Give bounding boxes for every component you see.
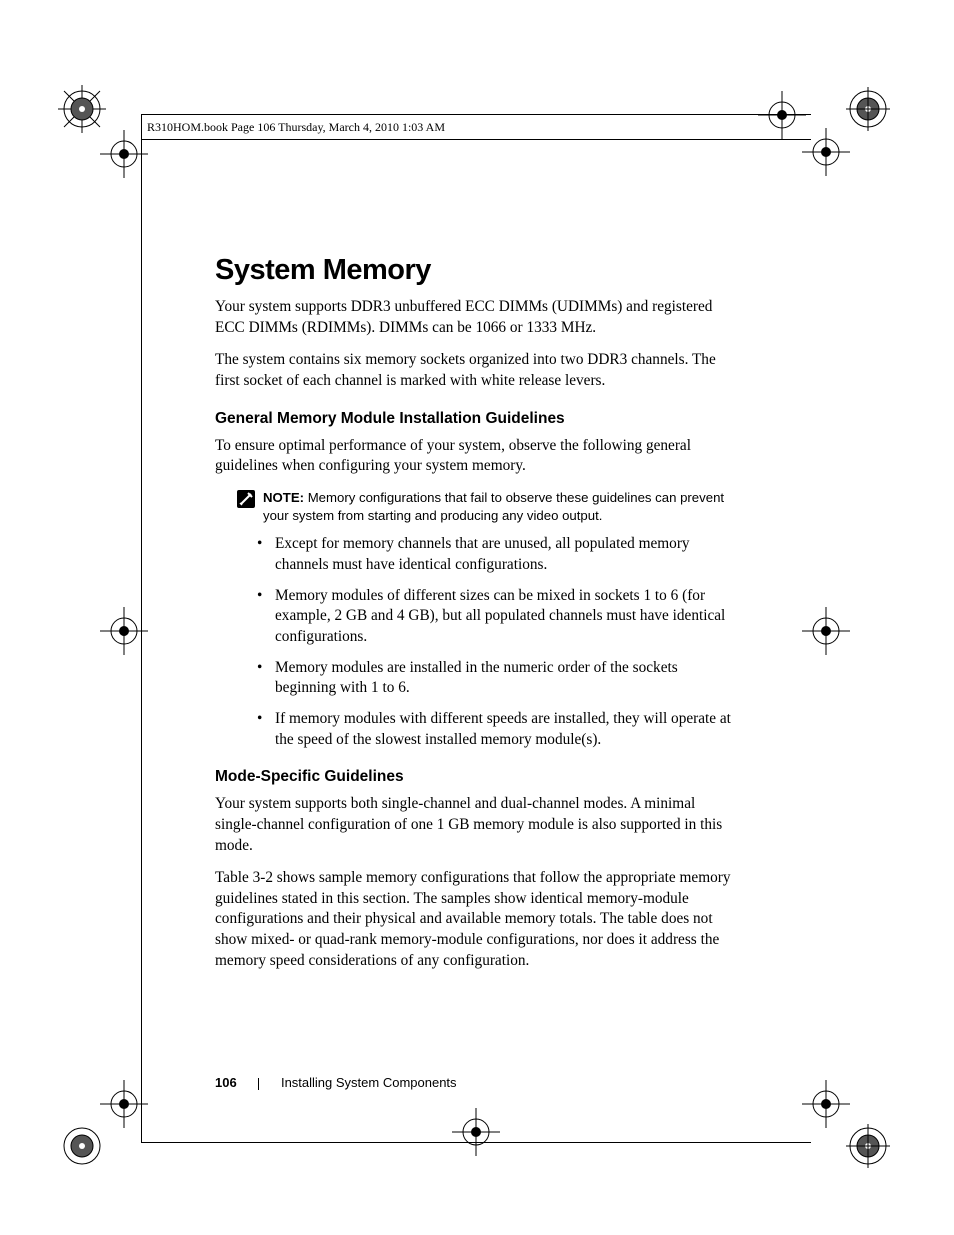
- section-heading-mode: Mode-Specific Guidelines: [215, 768, 735, 786]
- crop-mark-icon: [58, 85, 158, 185]
- page-number: 106: [215, 1075, 237, 1090]
- note-icon: [237, 490, 255, 508]
- note-block: NOTE: Memory configurations that fail to…: [215, 489, 735, 525]
- section1-intro: To ensure optimal performance of your sy…: [215, 436, 735, 477]
- intro-paragraph-1: Your system supports DDR3 unbuffered ECC…: [215, 297, 735, 338]
- list-item: If memory modules with different speeds …: [257, 709, 735, 750]
- list-item: Except for memory channels that are unus…: [257, 534, 735, 575]
- crop-mark-icon: [802, 128, 852, 178]
- crop-mark-icon: [844, 85, 894, 135]
- note-label: NOTE:: [263, 490, 304, 505]
- footer-section-name: Installing System Components: [281, 1075, 457, 1090]
- header-rule-line2: [141, 139, 811, 140]
- note-body: Memory configurations that fail to obser…: [263, 490, 724, 523]
- section-heading-general: General Memory Module Installation Guide…: [215, 410, 735, 428]
- crop-mark-icon: [802, 1080, 852, 1130]
- frame-line-left: [141, 114, 142, 1142]
- crop-mark-icon: [100, 607, 150, 657]
- note-text: NOTE: Memory configurations that fail to…: [263, 489, 735, 525]
- crop-mark-icon: [752, 85, 812, 145]
- section2-p2: Table 3-2 shows sample memory configurat…: [215, 868, 735, 971]
- frame-bottom: [141, 1142, 811, 1143]
- crop-mark-icon: [452, 1108, 502, 1158]
- running-header: R310HOM.book Page 106 Thursday, March 4,…: [147, 120, 445, 135]
- page-footer: 106 Installing System Components: [215, 1075, 457, 1090]
- page-title: System Memory: [215, 254, 735, 287]
- content-area: System Memory Your system supports DDR3 …: [215, 254, 735, 983]
- page: R310HOM.book Page 106 Thursday, March 4,…: [0, 0, 954, 1235]
- crop-mark-icon: [802, 607, 852, 657]
- crop-mark-icon: [100, 1080, 150, 1130]
- list-item: Memory modules of different sizes can be…: [257, 586, 735, 648]
- header-rule-top: [141, 114, 811, 115]
- section2-p1: Your system supports both single-channel…: [215, 794, 735, 856]
- list-item: Memory modules are installed in the nume…: [257, 658, 735, 699]
- guidelines-list: Except for memory channels that are unus…: [215, 534, 735, 750]
- crop-mark-icon: [58, 1122, 108, 1172]
- crop-mark-icon: [844, 1122, 894, 1172]
- intro-paragraph-2: The system contains six memory sockets o…: [215, 350, 735, 391]
- footer-separator: [258, 1078, 259, 1090]
